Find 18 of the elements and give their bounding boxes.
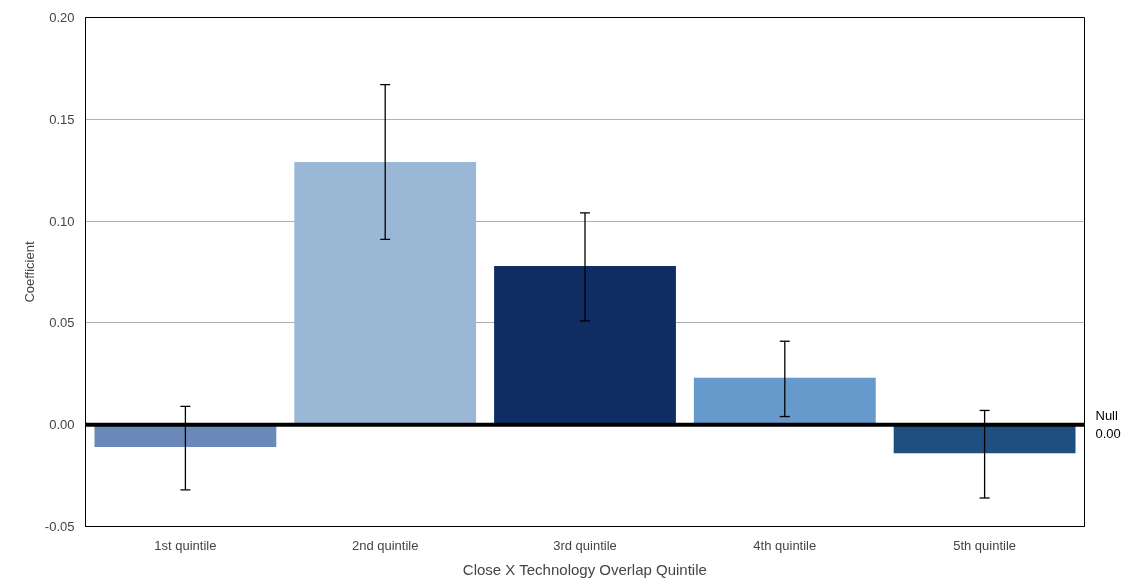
- bar: [893, 424, 1076, 454]
- y-tick-label: 0.05: [49, 315, 75, 331]
- bar: [693, 377, 876, 425]
- ref-line-label: Null 0.00: [1095, 408, 1121, 442]
- y-tick-label: 0.15: [49, 111, 75, 127]
- y-tick-label: -0.05: [44, 519, 75, 534]
- x-tick-label: 1st quintile: [154, 537, 217, 553]
- x-axis-title: Close X Technology Overlap Quintile: [462, 560, 707, 578]
- x-tick-label: 4th quintile: [753, 537, 817, 553]
- x-tick-label: 2nd quintile: [351, 537, 419, 553]
- x-tick-label: 5th quintile: [953, 537, 1017, 553]
- bar: [494, 265, 676, 425]
- y-tick-label: 0.00: [49, 417, 75, 433]
- bar: [294, 162, 477, 425]
- y-tick-label: 0.10: [49, 213, 75, 229]
- y-axis-title: Coefficient: [21, 241, 37, 303]
- x-tick-label: 3rd quintile: [553, 537, 617, 553]
- y-tick-label: 0.20: [49, 10, 75, 25]
